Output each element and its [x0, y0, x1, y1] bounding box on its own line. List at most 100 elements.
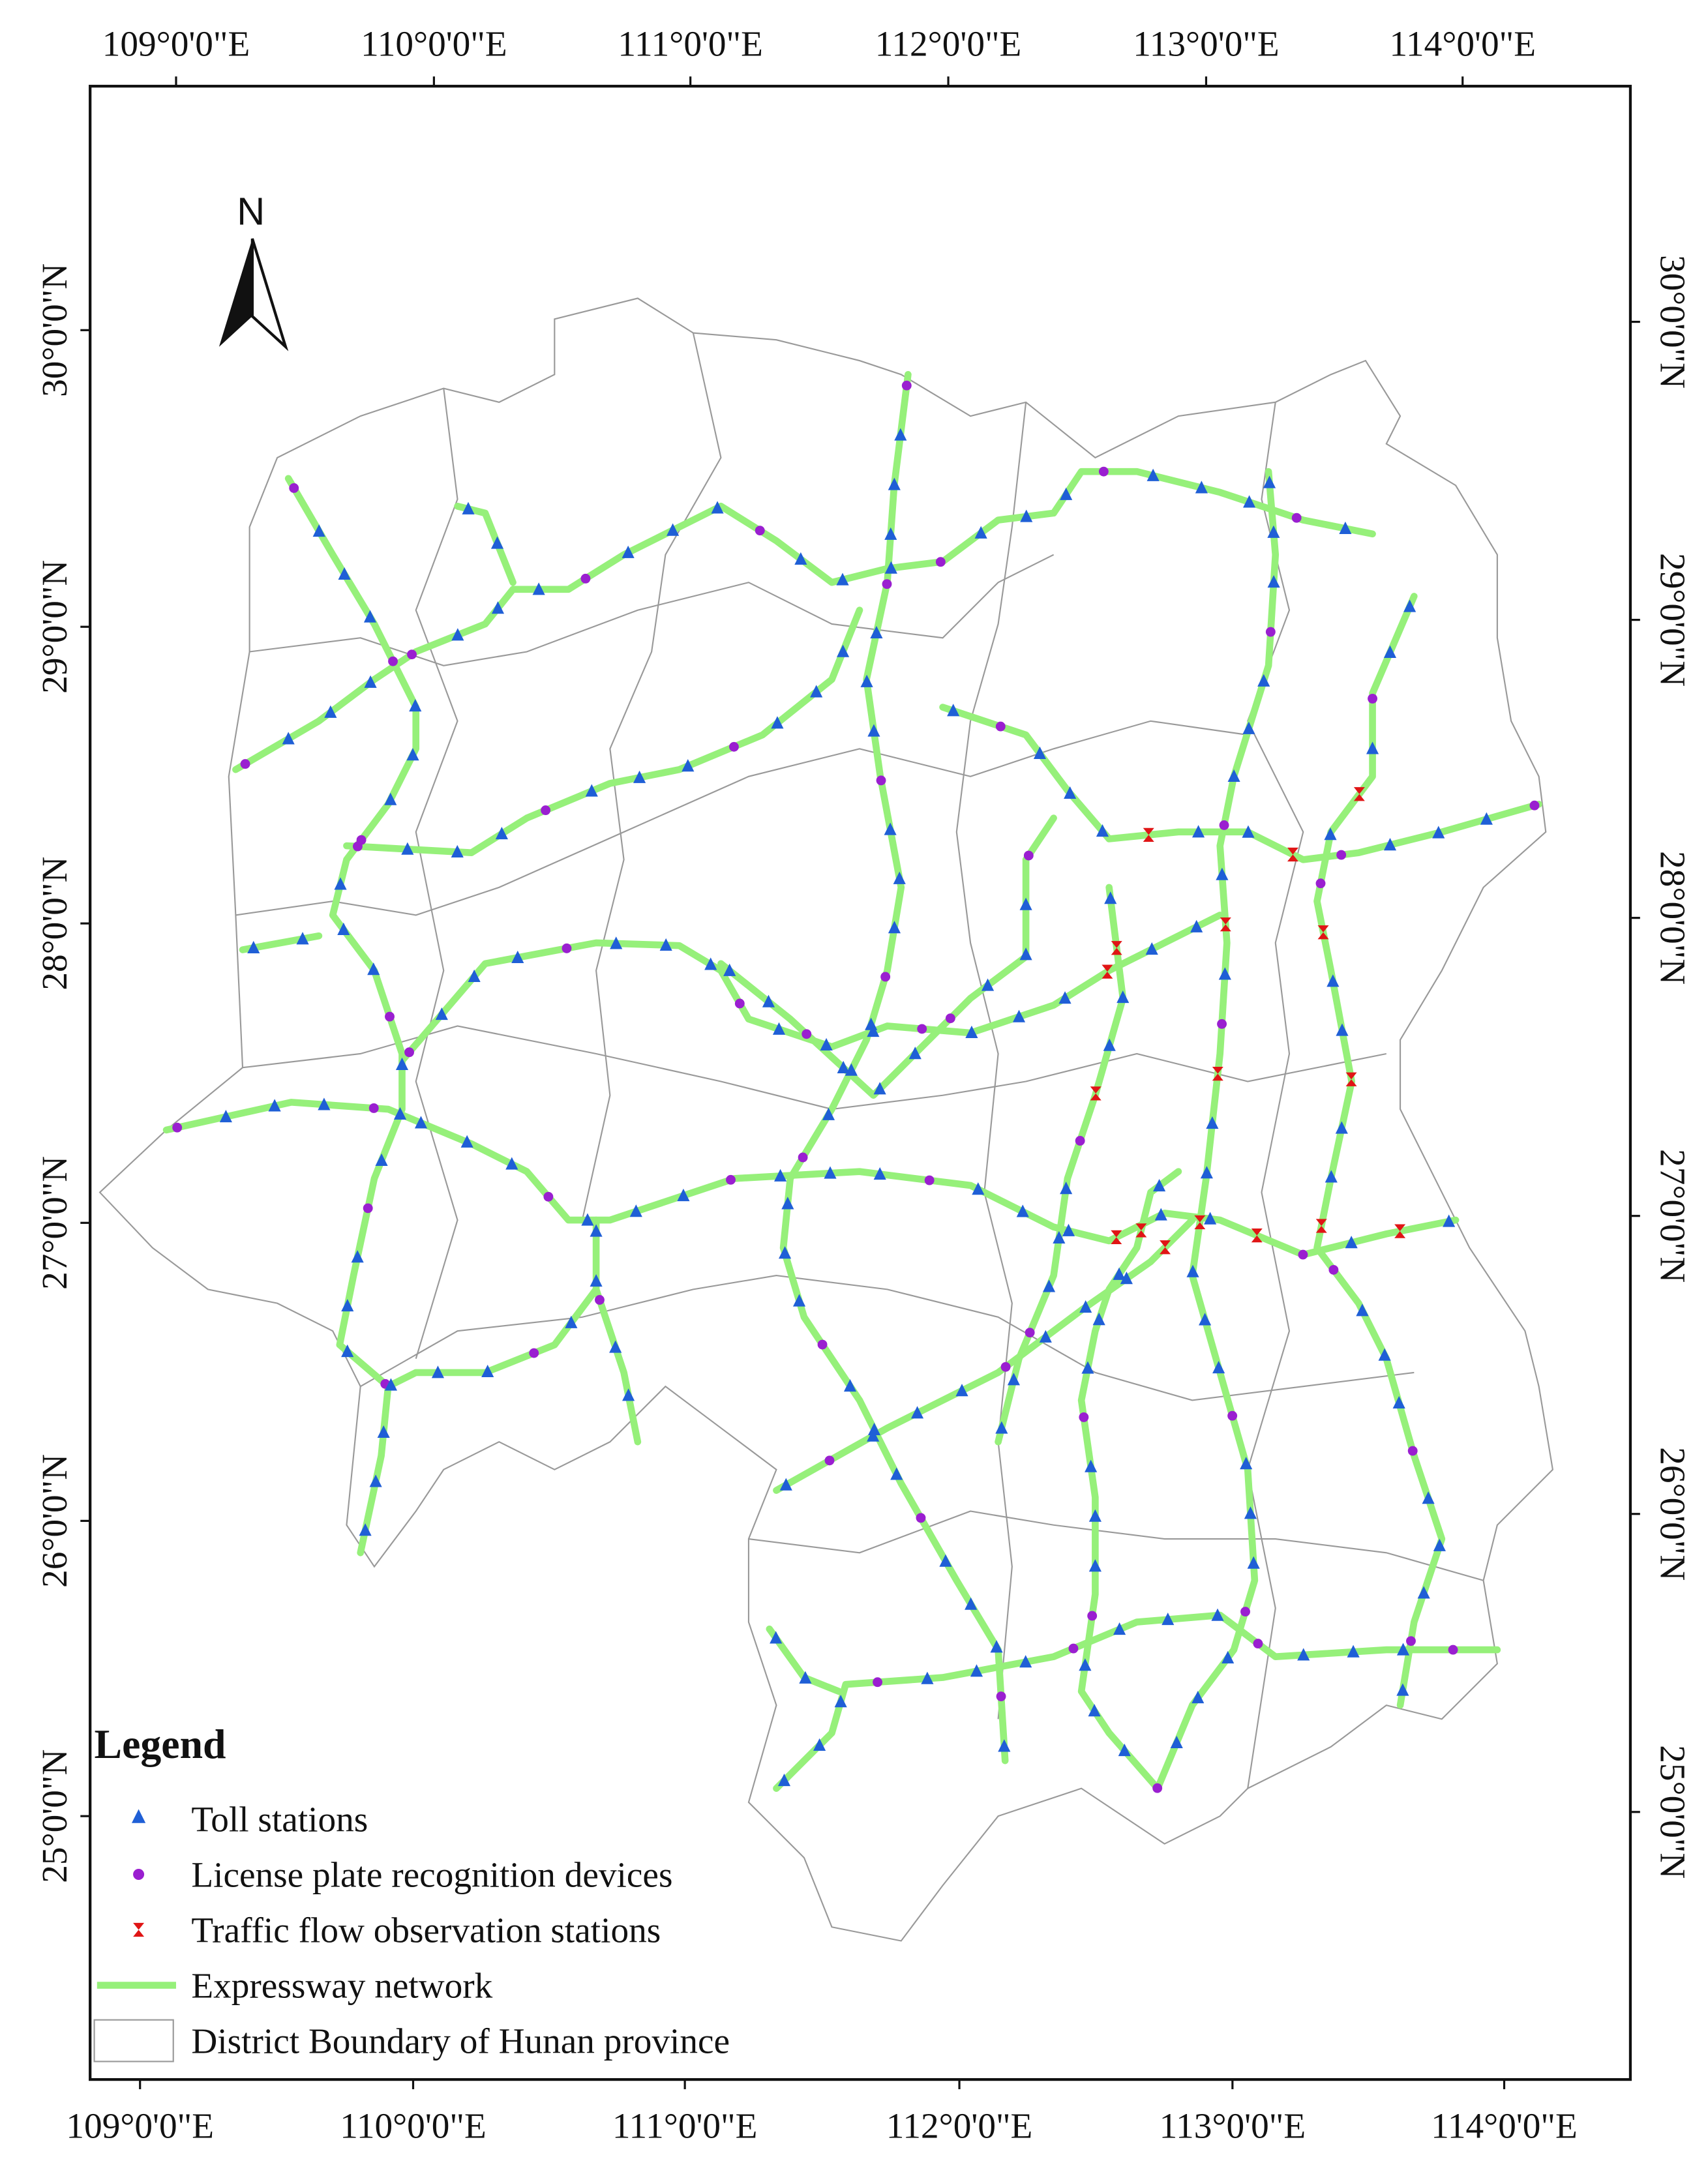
lpr-device: [996, 1691, 1006, 1701]
district-line: [415, 388, 458, 1359]
arrow-left: [218, 239, 252, 347]
toll-station: [247, 940, 260, 954]
toll-station: [435, 1007, 448, 1020]
toll-station: [1267, 525, 1280, 538]
legend-title: Legend: [95, 1721, 226, 1767]
lon-label: 111°0'0"E: [618, 23, 762, 63]
toll-station: [884, 822, 897, 835]
lpr-device: [734, 998, 745, 1009]
toll-station: [451, 628, 464, 641]
lpr-device: [917, 1024, 927, 1034]
toll-station: [1104, 891, 1117, 904]
lpr-device: [945, 1013, 955, 1024]
toll-station: [609, 1340, 622, 1353]
lpr-device: [529, 1348, 539, 1358]
toll-station: [867, 1429, 880, 1442]
lpr-device: [1448, 1645, 1458, 1655]
lpr-device: [388, 656, 398, 666]
toll-station: [1211, 1608, 1224, 1621]
toll-station: [711, 501, 724, 514]
expressway: [1077, 468, 1280, 1792]
toll-station: [771, 716, 784, 729]
district-line: [581, 333, 722, 1221]
toll-station: [565, 1315, 578, 1328]
lon-label: 110°0'0"E: [361, 23, 507, 63]
lpr-device: [880, 972, 891, 982]
lpr-device: [1406, 1636, 1416, 1646]
toll-station: [367, 962, 380, 975]
toll-station: [1092, 1313, 1105, 1326]
lat-label: 25°0'0"N: [35, 1750, 74, 1883]
toll-station: [1433, 1538, 1446, 1551]
flow-station: [1194, 1215, 1206, 1230]
toll-station: [870, 625, 883, 639]
toll-station: [337, 922, 350, 936]
toll-station: [990, 1640, 1003, 1653]
toll-station: [1081, 1361, 1094, 1374]
toll-station: [1325, 1170, 1338, 1183]
lon-label: 111°0'0"E: [612, 2106, 757, 2145]
toll-station: [395, 1057, 409, 1071]
toll-station: [836, 573, 849, 586]
toll-station: [772, 1022, 786, 1035]
north-label: N: [237, 190, 265, 233]
legend-label: Expressway network: [191, 1966, 492, 2006]
toll-station: [351, 1250, 364, 1263]
expressway: [717, 814, 1057, 1099]
toll-station: [1383, 645, 1397, 658]
arrow-right: [250, 238, 289, 351]
toll-station: [884, 527, 897, 540]
lpr-device: [1298, 1249, 1308, 1260]
toll-station: [1227, 769, 1240, 782]
lon-label: 114°0'0"E: [1431, 2106, 1578, 2145]
toll-station: [462, 501, 475, 514]
toll-station: [1190, 919, 1203, 932]
flow-station: [1212, 1066, 1223, 1081]
legend-label: Traffic flow observation stations: [191, 1911, 661, 1950]
district-line: [955, 402, 1027, 1720]
toll-station: [1263, 475, 1276, 488]
flow-station: [1315, 1219, 1327, 1233]
toll-station: [268, 1099, 281, 1112]
lpr-device: [873, 1677, 883, 1688]
legend-label: License plate recognition devices: [191, 1855, 672, 1895]
lpr-device: [368, 1103, 379, 1113]
toll-station: [965, 1025, 978, 1038]
toll-station: [1297, 1648, 1310, 1661]
toll-station: [451, 844, 464, 858]
lpr-device: [824, 1455, 835, 1466]
toll-station: [359, 1523, 372, 1536]
toll-station: [1016, 1204, 1029, 1217]
toll-station: [955, 1384, 968, 1397]
lat-label: 26°0'0"N: [1653, 1447, 1693, 1581]
toll-station: [1012, 1009, 1026, 1022]
toll-station: [1146, 468, 1160, 481]
lpr-device: [385, 1011, 395, 1022]
toll-station: [633, 770, 646, 783]
toll-station: [1206, 1116, 1219, 1129]
toll-station: [1356, 1303, 1369, 1317]
toll-station: [1335, 1121, 1348, 1134]
toll-station: [511, 950, 524, 963]
toll-station: [1043, 1279, 1056, 1292]
district-boundaries: [98, 297, 1554, 1942]
toll-station: [1339, 521, 1352, 534]
toll-station: [1480, 812, 1493, 825]
toll-station: [813, 1738, 826, 1751]
toll-station: [581, 1213, 594, 1226]
lon-label: 114°0'0"E: [1389, 23, 1535, 63]
toll-station: [375, 1153, 388, 1167]
lpr-device: [363, 1203, 373, 1214]
toll-station: [369, 1474, 382, 1487]
lpr-device: [802, 1029, 812, 1039]
lpr-device: [755, 526, 765, 536]
lpr-device: [1407, 1446, 1418, 1456]
toll-station: [384, 792, 397, 805]
lpr-device: [1253, 1639, 1263, 1649]
flow-station: [1394, 1224, 1406, 1238]
toll-station: [1170, 1735, 1183, 1749]
lat-label: 28°0'0"N: [1653, 851, 1693, 985]
lpr-device: [817, 1339, 828, 1350]
toll-station: [364, 675, 377, 688]
toll-station: [1062, 1223, 1075, 1236]
